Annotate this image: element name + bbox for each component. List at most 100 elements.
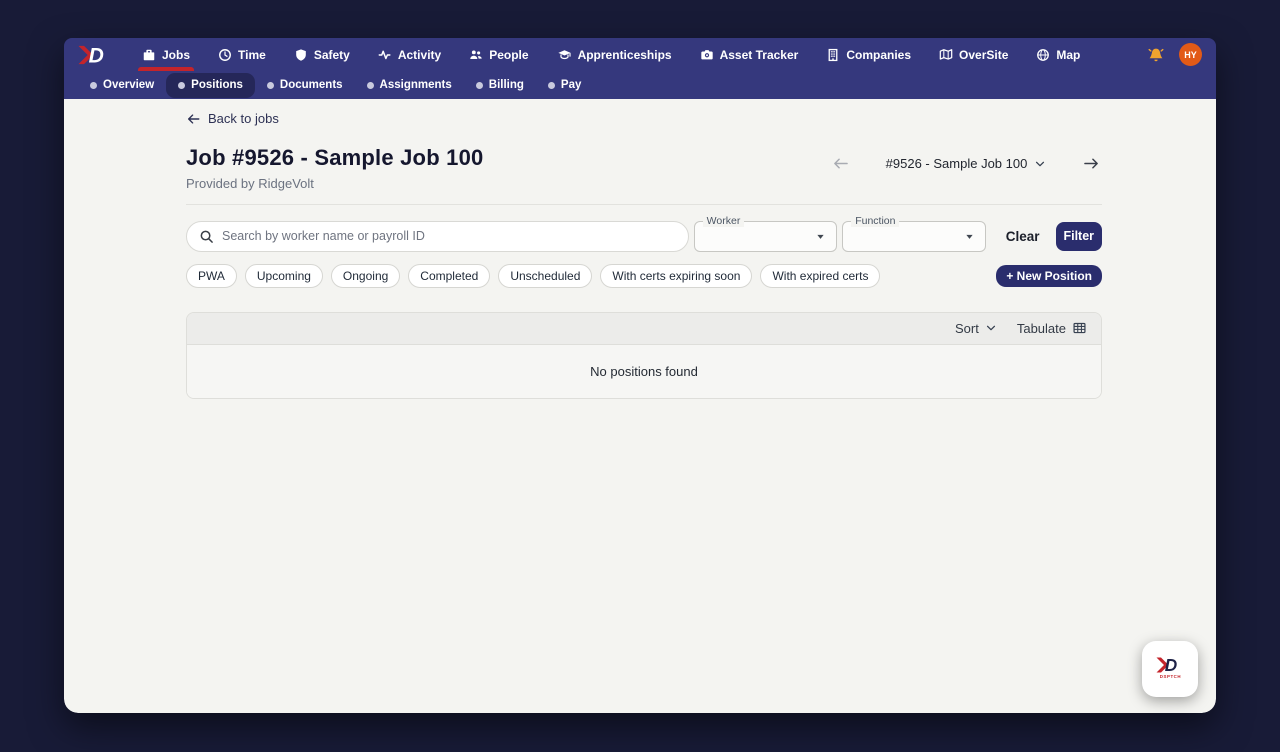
sort-label: Sort xyxy=(955,320,979,336)
positions-panel-body: No positions found xyxy=(187,344,1101,398)
nav-item-companies[interactable]: Companies xyxy=(812,38,925,71)
job-selector-dropdown[interactable]: #9526 - Sample Job 100 xyxy=(886,156,1047,171)
nav-label: People xyxy=(489,47,529,62)
nav-label: Activity xyxy=(397,47,442,62)
nav-items: Jobs Time Safety Activity xyxy=(128,38,1094,71)
header-divider xyxy=(186,203,1102,205)
activity-icon xyxy=(378,48,392,62)
bullet-icon xyxy=(90,81,97,89)
clock-icon xyxy=(218,48,232,62)
search-input[interactable] xyxy=(222,229,676,243)
nav-item-jobs[interactable]: Jobs xyxy=(128,38,204,71)
chip-ongoing[interactable]: Ongoing xyxy=(330,263,401,288)
search-icon xyxy=(200,230,213,243)
chip-certs-expiring-soon[interactable]: With certs expiring soon xyxy=(600,263,753,288)
nav-item-asset-tracker[interactable]: Asset Tracker xyxy=(686,38,813,71)
fab-brand-text: DSPTCH xyxy=(1159,674,1181,679)
subnav-item-billing[interactable]: Billing xyxy=(464,73,536,98)
nav-label: Jobs xyxy=(162,47,191,62)
nav-label: Map xyxy=(1056,47,1081,62)
back-to-jobs-link[interactable]: Back to jobs xyxy=(186,111,279,126)
chip-completed[interactable]: Completed xyxy=(408,263,491,288)
new-position-button[interactable]: + New Position xyxy=(996,264,1102,287)
job-selector-label: #9526 - Sample Job 100 xyxy=(885,156,1028,171)
top-navbar: D Jobs Time Safety xyxy=(64,38,1216,71)
camera-icon xyxy=(700,48,714,62)
subnav-item-documents[interactable]: Documents xyxy=(255,73,355,98)
dsptch-logo-icon: D xyxy=(78,44,104,66)
nav-label: Safety xyxy=(313,47,350,62)
function-select[interactable]: Function xyxy=(842,214,986,252)
next-job-arrow-icon[interactable] xyxy=(1081,154,1102,173)
nav-label: Companies xyxy=(846,47,912,62)
nav-label: Asset Tracker xyxy=(719,47,799,62)
nav-item-map[interactable]: Map xyxy=(1022,38,1094,71)
nav-item-time[interactable]: Time xyxy=(204,38,280,71)
nav-item-oversite[interactable]: OverSite xyxy=(925,38,1022,71)
main-content: Back to jobs Job #9526 - Sample Job 100 … xyxy=(64,99,1216,713)
subnav-item-overview[interactable]: Overview xyxy=(78,73,166,98)
nav-label: Apprenticeships xyxy=(577,47,672,62)
chevron-down-icon xyxy=(1036,161,1045,166)
filter-button[interactable]: Filter xyxy=(1055,221,1102,251)
map-icon xyxy=(939,48,953,62)
worker-select-label: Worker xyxy=(702,214,745,227)
chip-unscheduled[interactable]: Unscheduled xyxy=(498,263,593,288)
chevron-down-icon xyxy=(986,325,995,331)
subnav-label: Billing xyxy=(488,79,524,91)
search-box xyxy=(186,220,689,252)
graduation-cap-icon xyxy=(557,48,572,62)
bullet-icon xyxy=(266,81,274,89)
tabulate-label: Tabulate xyxy=(1016,320,1066,336)
subnav-label: Pay xyxy=(560,79,582,91)
bullet-icon xyxy=(475,81,483,89)
dsptch-logo-icon: D xyxy=(1156,655,1177,675)
clear-button[interactable]: Clear xyxy=(1005,228,1040,244)
page-subtitle: Provided by RidgeVolt xyxy=(186,175,314,191)
notification-bell-icon[interactable] xyxy=(1146,45,1166,65)
building-icon xyxy=(826,48,840,62)
nav-label: OverSite xyxy=(959,47,1009,62)
back-link-label: Back to jobs xyxy=(208,111,279,126)
briefcase-icon xyxy=(142,48,156,62)
nav-item-people[interactable]: People xyxy=(455,38,542,71)
nav-label: Time xyxy=(238,47,266,62)
globe-icon xyxy=(1036,48,1050,62)
sub-navbar: Overview Positions Documents Assignments… xyxy=(64,71,1216,99)
bullet-icon xyxy=(366,81,374,89)
positions-panel: Sort Tabulate No positions found xyxy=(186,311,1102,399)
people-icon xyxy=(469,48,483,62)
subnav-label: Positions xyxy=(191,79,243,91)
worker-select[interactable]: Worker xyxy=(693,214,838,252)
title-block: Job #9526 - Sample Job 100 Provided by R… xyxy=(186,145,483,191)
topnav-right: HY xyxy=(1146,43,1202,66)
table-grid-icon xyxy=(1073,322,1086,334)
page-title: Job #9526 - Sample Job 100 xyxy=(186,144,484,170)
nav-item-safety[interactable]: Safety xyxy=(280,38,364,71)
previous-job-arrow-icon[interactable] xyxy=(830,154,851,173)
positions-panel-header: Sort Tabulate xyxy=(187,312,1101,345)
sort-dropdown[interactable]: Sort xyxy=(955,321,997,336)
app-window: D Jobs Time Safety xyxy=(64,38,1216,713)
tabulate-button[interactable]: Tabulate xyxy=(1017,321,1087,336)
subnav-label: Assignments xyxy=(379,79,452,91)
bullet-icon xyxy=(547,81,555,89)
brand-logo[interactable]: D xyxy=(72,44,118,66)
chip-expired-certs[interactable]: With expired certs xyxy=(760,263,881,288)
subnav-item-pay[interactable]: Pay xyxy=(536,73,593,98)
chip-upcoming[interactable]: Upcoming xyxy=(244,263,323,288)
nav-item-apprenticeships[interactable]: Apprenticeships xyxy=(543,38,686,71)
subnav-item-assignments[interactable]: Assignments xyxy=(355,73,464,98)
function-select-label: Function xyxy=(851,214,900,227)
caret-down-icon xyxy=(966,234,973,239)
chip-pwa[interactable]: PWA xyxy=(186,263,237,288)
subnav-label: Overview xyxy=(103,79,155,91)
svg-text:D: D xyxy=(89,44,104,66)
subnav-item-positions[interactable]: Positions xyxy=(166,72,255,98)
subnav-label: Documents xyxy=(279,79,343,91)
nav-item-activity[interactable]: Activity xyxy=(364,38,455,71)
dsptch-floating-button[interactable]: D DSPTCH xyxy=(1142,641,1198,697)
svg-text:D: D xyxy=(1165,655,1177,675)
empty-state-message: No positions found xyxy=(590,363,698,379)
user-avatar[interactable]: HY xyxy=(1179,43,1202,66)
